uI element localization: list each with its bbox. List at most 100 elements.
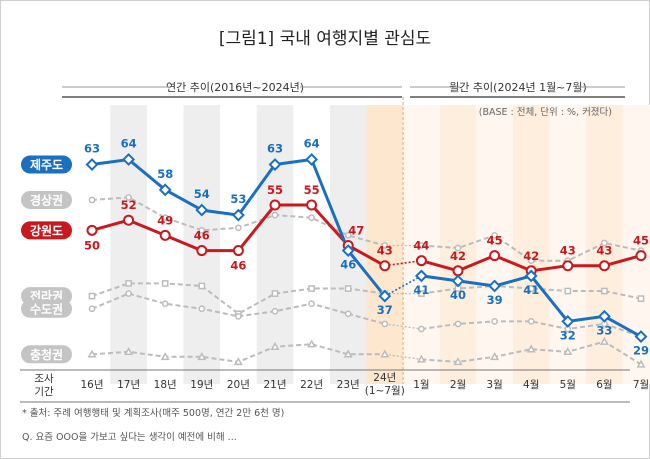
marker-diamond — [231, 208, 245, 222]
marker-square — [344, 285, 352, 292]
marker-square — [125, 280, 132, 287]
marker-diamond — [305, 153, 319, 166]
legend-label: 경상권 — [30, 192, 63, 207]
marker-circle-small — [198, 305, 206, 313]
x-tick-label: 23년 — [337, 379, 360, 391]
marker-triangle — [87, 349, 97, 358]
marker-triangle — [453, 357, 463, 366]
marker-diamond — [341, 244, 355, 257]
marker-square — [271, 290, 279, 297]
marker-triangle — [343, 349, 353, 358]
marker-circle — [562, 260, 574, 272]
data-label: 29 — [633, 344, 649, 358]
marker-circle-small — [381, 320, 389, 328]
x-tick-label: (1~7월) — [365, 385, 405, 397]
section-header-lines — [62, 86, 625, 98]
marker-circle-small — [344, 310, 352, 318]
marker-circle-small — [235, 312, 242, 320]
x-tick-label: 6월 — [596, 379, 612, 391]
marker-circle-small — [125, 194, 132, 201]
question-text: Q. 요즘 OOO을 가보고 싶다는 생각이 예전에 비해 ... — [22, 431, 237, 443]
marker-circle-small — [454, 320, 462, 328]
marker-circle-small — [527, 257, 535, 265]
data-label: 42 — [450, 249, 466, 263]
data-label: 37 — [377, 303, 393, 317]
data-label: 63 — [267, 142, 283, 156]
marker-triangle — [197, 352, 207, 361]
data-label: 43 — [560, 244, 576, 258]
marker-circle-small — [235, 224, 242, 232]
marker-triangle — [124, 347, 134, 356]
data-label: 43 — [377, 244, 393, 258]
data-label: 43 — [596, 244, 612, 258]
legend-pill — [21, 190, 72, 209]
marker-diamond — [158, 183, 172, 197]
marker-triangle — [563, 347, 573, 356]
marker-diamond — [634, 330, 648, 343]
marker-circle-small — [271, 211, 279, 219]
marker-triangle — [490, 352, 500, 361]
data-label: 64 — [121, 136, 137, 150]
x-tick-label: 2월 — [450, 379, 466, 391]
column-bands — [110, 97, 650, 384]
marker-circle-small — [88, 196, 96, 204]
marker-triangle — [160, 352, 170, 361]
marker-circle-small — [161, 300, 169, 308]
data-label: 41 — [523, 283, 539, 297]
data-label: 45 — [487, 234, 503, 248]
x-tick-label: 21년 — [263, 379, 286, 391]
data-label: 46 — [230, 259, 246, 273]
marker-diamond — [85, 158, 99, 171]
column-band — [549, 105, 587, 384]
column-band — [512, 105, 550, 384]
marker-square — [88, 292, 96, 300]
series-markers — [85, 153, 648, 368]
data-label: 41 — [413, 283, 429, 297]
data-label: 46 — [340, 258, 356, 272]
x-tick-label: 24년 — [373, 372, 396, 384]
marker-diamond — [122, 153, 136, 166]
data-label: 64 — [304, 136, 320, 150]
x-tick-label: 7월 — [633, 379, 649, 391]
marker-square — [564, 287, 572, 295]
marker-circle-small — [271, 307, 279, 315]
section-right-label: 월간 추이(2024년 1월~7월) — [449, 81, 587, 94]
x-tick-label: 16년 — [80, 379, 103, 391]
x-axis-title: 조사 — [34, 373, 54, 385]
marker-triangle — [599, 336, 609, 345]
data-label: 32 — [560, 328, 576, 342]
marker-circle — [196, 245, 208, 257]
marker-circle — [598, 260, 610, 272]
data-label: 55 — [304, 183, 320, 197]
data-label: 49 — [157, 213, 173, 227]
x-tick-label: 17년 — [117, 379, 140, 391]
marker-diamond — [414, 269, 428, 283]
base-note: (BASE : 전체, 단위 : %, 커졌다) — [479, 106, 612, 118]
x-tick-label: 1월 — [413, 379, 429, 391]
marker-square — [161, 280, 169, 287]
marker-circle-small — [527, 318, 535, 325]
marker-circle-small — [308, 214, 315, 222]
data-labels: 50 52 49 46 46 55 55 47 43 44 42 45 42 43 43 45 63 64 58 54… — [84, 136, 649, 357]
marker-circle-small — [418, 325, 425, 333]
data-label: 53 — [230, 192, 246, 206]
marker-circle-small — [161, 214, 169, 222]
legend-pill — [21, 345, 72, 364]
legend-pill — [21, 155, 72, 174]
marker-diamond — [195, 203, 209, 217]
marker-diamond — [561, 314, 575, 328]
x-tick-label: 18년 — [154, 379, 177, 391]
series-line-annual — [91, 282, 385, 315]
series-line-annual — [91, 292, 386, 325]
marker-circle — [232, 245, 244, 257]
x-tick-label: 3월 — [486, 379, 502, 391]
marker-circle-small — [418, 242, 425, 249]
marker-square — [527, 285, 535, 292]
data-label: 47 — [348, 224, 364, 238]
series-connector — [384, 275, 422, 297]
x-tick-label: 5월 — [560, 379, 576, 391]
marker-diamond — [524, 269, 538, 283]
x-tick-label: 4월 — [523, 379, 539, 391]
data-label: 45 — [633, 234, 649, 248]
